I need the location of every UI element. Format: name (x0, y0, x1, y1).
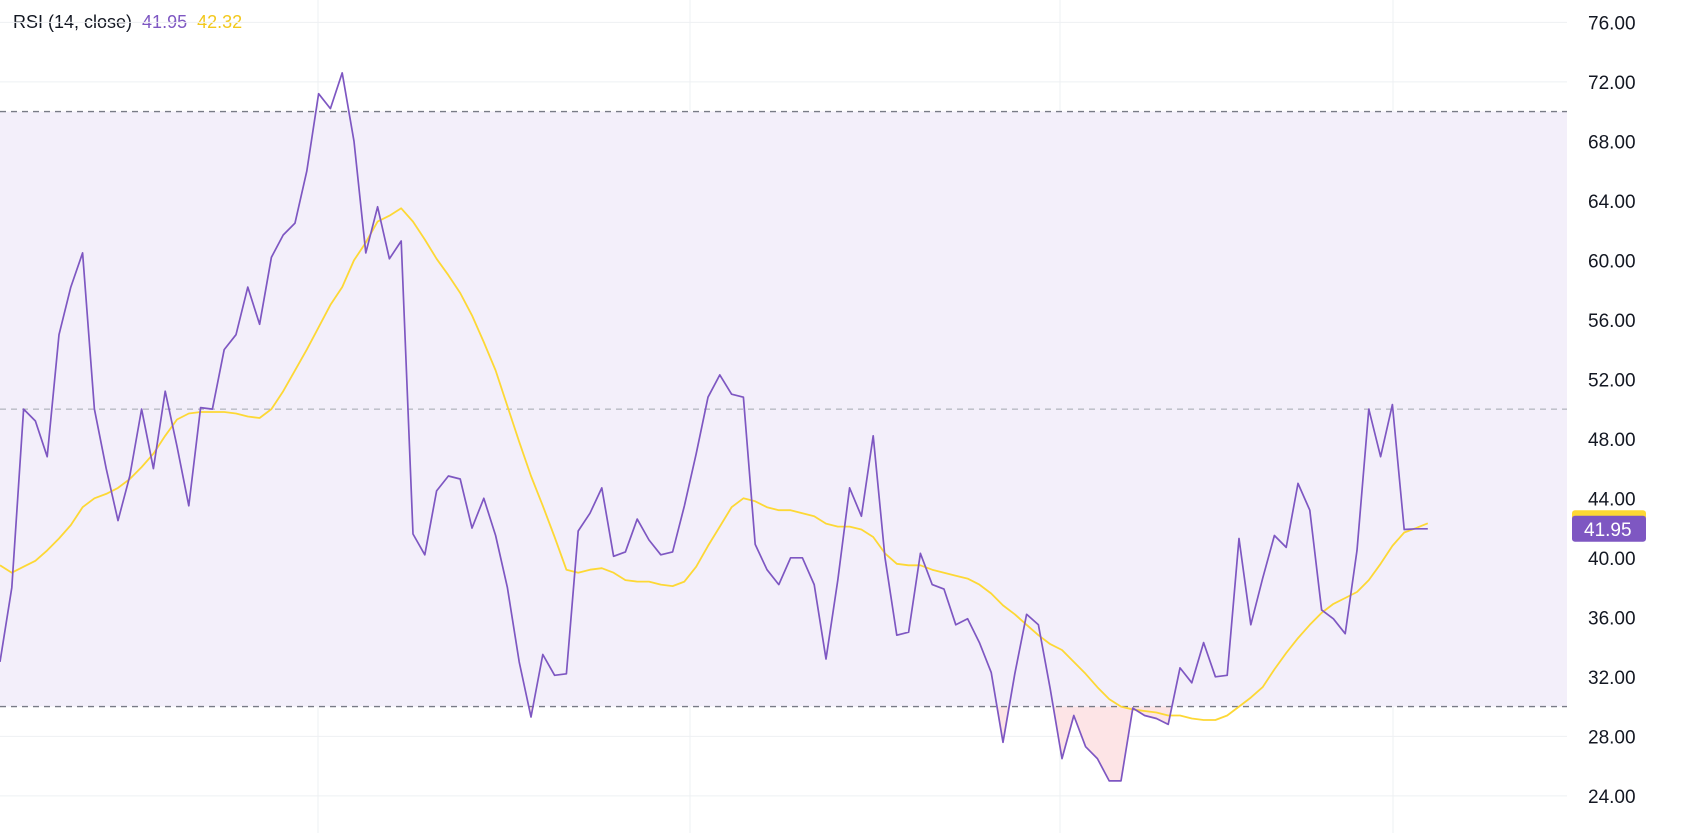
rsi-ma-line[interactable] (0, 207, 1429, 721)
y-tick-label: 64.00 (1588, 192, 1636, 213)
y-tick-label: 52.00 (1588, 370, 1636, 391)
y-tick-label: 76.00 (1588, 13, 1636, 34)
y-tick-label: 56.00 (1588, 311, 1636, 332)
y-tick-label: 40.00 (1588, 549, 1636, 570)
y-tick-label: 48.00 (1588, 430, 1636, 451)
rsi-line[interactable] (0, 72, 1428, 782)
oversold-fill (996, 706, 1010, 743)
rsi-value-badge: 41.95 (1572, 515, 1646, 542)
y-tick-label: 68.00 (1588, 132, 1636, 153)
y-tick-label: 32.00 (1588, 668, 1636, 689)
y-tick-label: 28.00 (1588, 727, 1636, 748)
svg-text:41.95: 41.95 (1584, 520, 1632, 541)
y-tick-label: 72.00 (1588, 73, 1636, 94)
y-tick-label: 24.00 (1588, 787, 1636, 808)
y-tick-label: 36.00 (1588, 608, 1636, 629)
y-tick-label: 60.00 (1588, 251, 1636, 272)
oversold-fill (1053, 706, 1172, 781)
y-tick-label: 44.00 (1588, 489, 1636, 510)
